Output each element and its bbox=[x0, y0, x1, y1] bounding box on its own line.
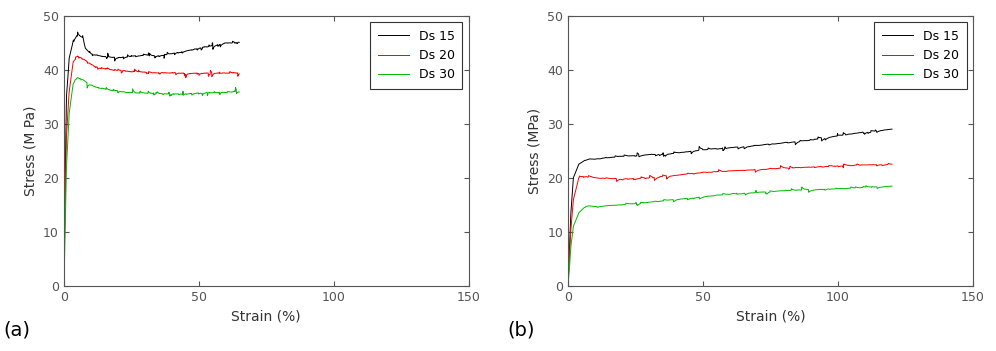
Ds 30 bbox=[104, 88, 116, 92]
Ds 20 bbox=[183, 72, 195, 76]
Legend: Ds 15, Ds 20, Ds 30: Ds 15, Ds 20, Ds 30 bbox=[874, 22, 967, 89]
Ds 20 bbox=[882, 161, 894, 166]
Ds 15 bbox=[793, 140, 805, 144]
Ds 15 bbox=[104, 55, 116, 59]
Ds 30 bbox=[842, 186, 854, 191]
Ds 30 bbox=[77, 78, 89, 82]
Ds 30 bbox=[233, 90, 245, 94]
Y-axis label: Stress (MPa): Stress (MPa) bbox=[528, 108, 542, 194]
Ds 20 bbox=[233, 72, 245, 76]
Ds 30 bbox=[700, 194, 712, 199]
Ds 15 bbox=[562, 284, 574, 288]
Text: (b): (b) bbox=[507, 321, 535, 340]
Ds 15 bbox=[233, 40, 245, 45]
Ds 30 bbox=[58, 284, 70, 288]
Ds 30 bbox=[598, 204, 610, 208]
Line: Ds 15: Ds 15 bbox=[568, 129, 892, 286]
Ds 20 bbox=[190, 71, 202, 75]
Ds 30 bbox=[886, 184, 898, 188]
Legend: Ds 15, Ds 20, Ds 30: Ds 15, Ds 20, Ds 30 bbox=[371, 22, 462, 89]
X-axis label: Strain (%): Strain (%) bbox=[231, 309, 301, 323]
Ds 20 bbox=[646, 175, 658, 179]
Y-axis label: Stress (M Pa): Stress (M Pa) bbox=[23, 106, 37, 196]
Ds 20 bbox=[700, 170, 712, 174]
Line: Ds 30: Ds 30 bbox=[568, 186, 892, 286]
Ds 15 bbox=[72, 30, 84, 34]
Ds 15 bbox=[842, 132, 854, 137]
Ds 20 bbox=[842, 163, 854, 167]
Ds 15 bbox=[209, 44, 221, 48]
Ds 20 bbox=[793, 165, 805, 170]
Ds 20 bbox=[886, 162, 898, 166]
Ds 15 bbox=[598, 156, 610, 160]
Ds 15 bbox=[700, 148, 712, 152]
Ds 15 bbox=[132, 54, 144, 58]
Ds 15 bbox=[58, 284, 70, 288]
Ds 15 bbox=[886, 127, 898, 131]
Text: (a): (a) bbox=[3, 321, 30, 340]
Ds 20 bbox=[72, 54, 84, 58]
Ds 15 bbox=[806, 138, 818, 142]
Ds 20 bbox=[806, 165, 818, 169]
Line: Ds 20: Ds 20 bbox=[64, 56, 239, 286]
Ds 30 bbox=[190, 91, 202, 95]
Ds 20 bbox=[209, 71, 221, 75]
Ds 30 bbox=[183, 92, 195, 96]
Ds 30 bbox=[132, 91, 144, 95]
Ds 20 bbox=[58, 284, 70, 288]
Ds 15 bbox=[77, 36, 89, 40]
Ds 15 bbox=[646, 152, 658, 157]
Ds 20 bbox=[562, 284, 574, 288]
Ds 30 bbox=[209, 90, 221, 94]
Ds 20 bbox=[598, 176, 610, 180]
Ds 20 bbox=[132, 69, 144, 73]
Ds 30 bbox=[793, 188, 805, 192]
Ds 30 bbox=[72, 75, 84, 80]
Ds 30 bbox=[646, 200, 658, 204]
Line: Ds 20: Ds 20 bbox=[568, 164, 892, 286]
Ds 15 bbox=[183, 48, 195, 52]
Ds 30 bbox=[562, 284, 574, 288]
X-axis label: Strain (%): Strain (%) bbox=[736, 309, 806, 323]
Line: Ds 15: Ds 15 bbox=[64, 32, 239, 286]
Ds 30 bbox=[806, 188, 818, 192]
Line: Ds 30: Ds 30 bbox=[64, 78, 239, 286]
Ds 15 bbox=[190, 47, 202, 51]
Ds 30 bbox=[860, 184, 872, 188]
Ds 20 bbox=[104, 67, 116, 71]
Ds 20 bbox=[77, 57, 89, 61]
